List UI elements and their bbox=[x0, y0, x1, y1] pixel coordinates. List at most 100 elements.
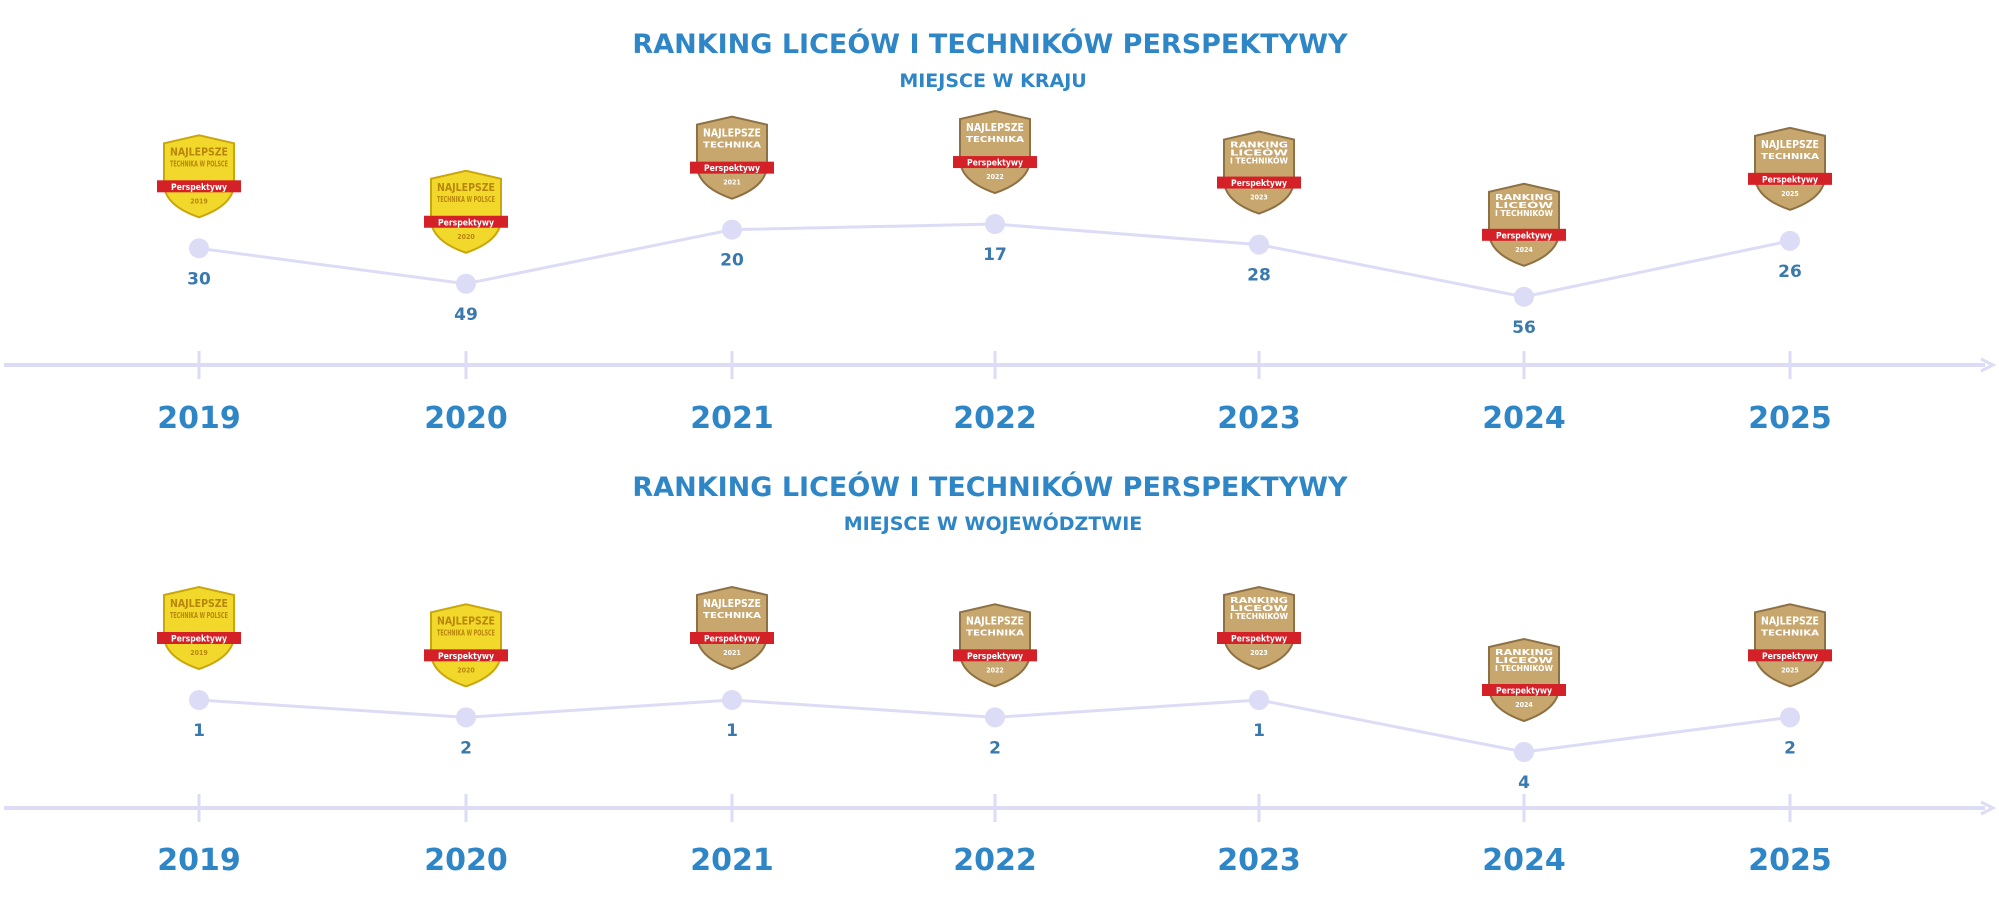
x-tick-label: 2024 bbox=[1482, 401, 1566, 436]
data-point bbox=[1514, 286, 1534, 307]
badge-text: TECHNIKA bbox=[966, 135, 1025, 144]
badge-text: NAJLEPSZE bbox=[1761, 614, 1819, 627]
badge-text: NAJLEPSZE bbox=[1761, 138, 1819, 151]
badge-ribbon bbox=[690, 161, 774, 174]
badge-text: LICEÓW bbox=[1230, 604, 1289, 613]
badge-text: TECHNIKA bbox=[703, 141, 762, 150]
badge-text: TECHNIKA bbox=[1761, 628, 1820, 637]
badge-footer: 2021 bbox=[723, 179, 741, 187]
data-point bbox=[985, 707, 1005, 728]
data-point bbox=[1514, 742, 1534, 762]
data-point bbox=[189, 690, 209, 710]
badge-footer: 2023 bbox=[1250, 649, 1268, 657]
x-tick-label: 2022 bbox=[953, 401, 1037, 436]
x-tick-label: 2023 bbox=[1217, 843, 1301, 878]
badge-text: TECHNIKA W POLSCE bbox=[437, 628, 495, 637]
badge-ribbon bbox=[953, 156, 1037, 169]
data-label: 56 bbox=[1512, 318, 1536, 338]
badge-text: RANKING bbox=[1495, 193, 1554, 202]
badge-ribbon bbox=[1217, 176, 1301, 189]
x-tick-label: 2020 bbox=[424, 401, 508, 436]
x-tick-label: 2025 bbox=[1748, 401, 1832, 436]
badge-ribbon bbox=[690, 632, 774, 644]
chart-subtitle: MIEJSCE W WOJEWÓDZTWIE bbox=[844, 511, 1143, 535]
data-label: 1 bbox=[193, 721, 205, 741]
badge-ribbon bbox=[1748, 649, 1832, 662]
ranking-chart-voivodeship: RANKING LICEÓW I TECHNIKÓW PERSPEKTYWY M… bbox=[0, 450, 1999, 913]
data-point bbox=[189, 238, 209, 259]
badge-text: TECHNIKA W POLSCE bbox=[437, 195, 495, 204]
badge-text: NAJLEPSZE bbox=[703, 127, 761, 140]
badge-text: I TECHNIKÓW bbox=[1230, 612, 1289, 621]
badge-ribbon-label: Perspektywy bbox=[1496, 231, 1553, 241]
badge-footer: 2019 bbox=[190, 197, 208, 205]
data-label: 4 bbox=[1518, 773, 1530, 793]
data-label: 30 bbox=[187, 269, 211, 289]
badge-text: NAJLEPSZE bbox=[966, 614, 1024, 627]
badge-text: NAJLEPSZE bbox=[966, 121, 1024, 134]
badge-ribbon bbox=[424, 215, 508, 228]
x-tick-label: 2019 bbox=[157, 401, 241, 436]
badge-footer: 2022 bbox=[986, 173, 1004, 181]
data-point bbox=[1249, 690, 1269, 710]
chart-title: RANKING LICEÓW I TECHNIKÓW PERSPEKTYWY bbox=[632, 471, 1348, 503]
data-label: 49 bbox=[454, 305, 478, 325]
badge-ribbon-label: Perspektywy bbox=[438, 218, 495, 228]
badge-text: I TECHNIKÓW bbox=[1495, 209, 1554, 218]
badge-ribbon-label: Perspektywy bbox=[704, 635, 761, 645]
badge-text: LICEÓW bbox=[1495, 201, 1554, 210]
badge-ribbon-label: Perspektywy bbox=[967, 652, 1024, 662]
badge-footer: 2019 bbox=[190, 649, 208, 657]
data-point bbox=[722, 219, 742, 240]
badge-text: TECHNIKA bbox=[1761, 152, 1820, 161]
badge-text: NAJLEPSZE bbox=[437, 614, 495, 627]
badge-ribbon bbox=[1482, 684, 1566, 696]
badge-text: TECHNIKA bbox=[703, 611, 762, 620]
badge-ribbon bbox=[157, 632, 241, 644]
x-tick-label: 2020 bbox=[424, 843, 508, 878]
ranking-chart-national: RANKING LICEÓW I TECHNIKÓW PERSPEKTYWY M… bbox=[0, 0, 1999, 450]
badge-footer: 2024 bbox=[1515, 246, 1533, 254]
badge-text: TECHNIKA W POLSCE bbox=[170, 159, 228, 168]
badge-ribbon-label: Perspektywy bbox=[438, 652, 495, 662]
data-point bbox=[985, 214, 1005, 235]
x-axis-arrow-icon bbox=[1980, 357, 1997, 373]
data-point bbox=[1780, 707, 1800, 728]
badge-text: RANKING bbox=[1230, 141, 1289, 150]
x-tick-label: 2023 bbox=[1217, 401, 1301, 436]
badge-text: I TECHNIKÓW bbox=[1495, 664, 1554, 673]
data-label: 17 bbox=[983, 245, 1007, 265]
x-tick-label: 2021 bbox=[690, 843, 774, 878]
badge-ribbon bbox=[953, 649, 1037, 662]
badge-text: NAJLEPSZE bbox=[703, 597, 761, 610]
badge-footer: 2025 bbox=[1781, 190, 1799, 198]
badge-ribbon bbox=[157, 180, 241, 193]
badge-text: NAJLEPSZE bbox=[170, 597, 228, 610]
data-point bbox=[1249, 234, 1269, 255]
badge-ribbon-label: Perspektywy bbox=[171, 635, 228, 645]
chart-svg: RANKING LICEÓW I TECHNIKÓW PERSPEKTYWY M… bbox=[4, 471, 1997, 878]
badge-ribbon-label: Perspektywy bbox=[704, 164, 761, 174]
data-label: 1 bbox=[1253, 721, 1265, 741]
badge-ribbon-label: Perspektywy bbox=[171, 183, 228, 193]
x-tick-label: 2022 bbox=[953, 843, 1037, 878]
badge-text: NAJLEPSZE bbox=[170, 145, 228, 158]
badge-text: RANKING bbox=[1230, 596, 1289, 605]
data-point bbox=[722, 690, 742, 710]
badge-footer: 2022 bbox=[986, 666, 1004, 674]
badge-text: NAJLEPSZE bbox=[437, 181, 495, 194]
data-label: 28 bbox=[1247, 266, 1271, 286]
badge-ribbon-label: Perspektywy bbox=[1231, 635, 1288, 645]
badge-ribbon bbox=[424, 649, 508, 662]
badge-text: LICEÓW bbox=[1495, 656, 1554, 665]
badge-text: LICEÓW bbox=[1230, 149, 1289, 158]
